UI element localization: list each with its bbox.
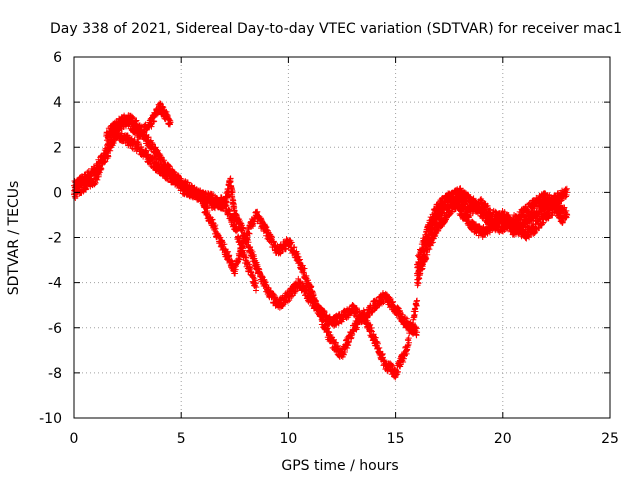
y-tick-label: 6	[53, 50, 62, 66]
x-tick-label: 5	[177, 431, 186, 447]
y-tick-label: 4	[53, 95, 62, 111]
x-axis-label: GPS time / hours	[281, 458, 398, 474]
x-tick-label: 15	[387, 431, 405, 447]
grid-layer	[74, 57, 610, 418]
series-mac1-g	[414, 190, 566, 271]
y-tick-label: -4	[48, 276, 62, 292]
y-tick-label: -8	[48, 366, 62, 382]
x-tick-label: 0	[70, 431, 79, 447]
y-tick-label: 0	[53, 185, 62, 201]
x-tick-label: 25	[601, 431, 619, 447]
data-points	[199, 200, 421, 381]
data-layer	[71, 100, 571, 381]
tick-layer: 0 5 10 15 20 25 -10 -8 -6 -4 -2 0 2 4 6	[39, 50, 619, 447]
x-tick-label: 10	[279, 431, 297, 447]
data-points	[414, 190, 566, 271]
x-tick-label: 20	[494, 431, 512, 447]
y-axis-label: SDTVAR / TECUs	[6, 181, 22, 296]
y-tick-label: 2	[53, 140, 62, 156]
y-tick-label: -10	[39, 411, 62, 427]
y-tick-label: -6	[48, 321, 62, 337]
chart-title: Day 338 of 2021, Sidereal Day-to-day VTE…	[50, 21, 622, 37]
y-tick-label: -2	[48, 231, 62, 247]
series-mac1-d	[199, 200, 421, 381]
